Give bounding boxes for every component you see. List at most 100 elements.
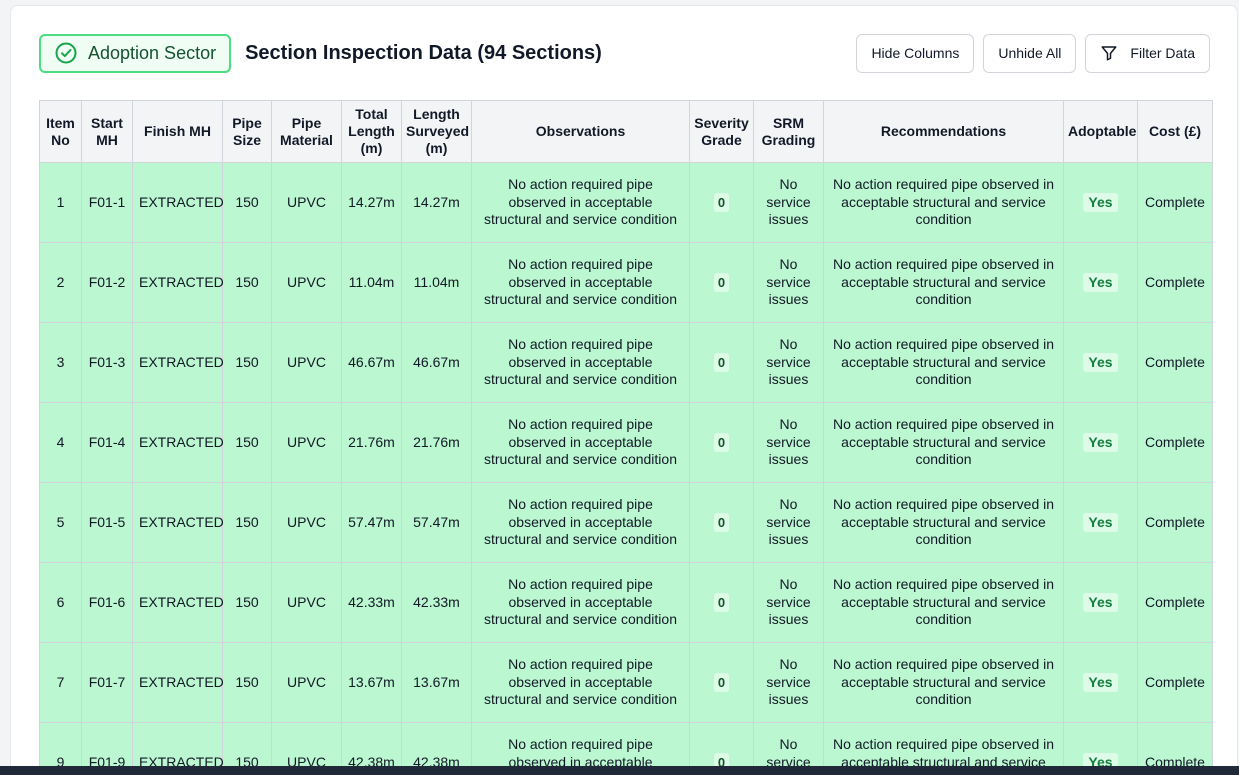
cell-total-length: 46.67m	[341, 322, 402, 403]
cell-length-surveyed: 42.33m	[401, 562, 472, 643]
cell-length-surveyed: 13.67m	[401, 642, 472, 723]
bottom-bar	[0, 766, 1239, 775]
cell-item-no: 9	[39, 722, 82, 774]
cell-item-no: 5	[39, 482, 82, 563]
cell-pipe-material: UPVC	[271, 482, 342, 563]
cell-srm-grading: No service issues	[753, 322, 824, 403]
column-header-severity-grade[interactable]: Severity Grade	[689, 100, 754, 163]
adoption-sector-button[interactable]: Adoption Sector	[39, 33, 232, 73]
column-header-pipe-size[interactable]: Pipe Size	[222, 100, 272, 163]
severity-badge: 0	[713, 512, 730, 533]
cell-observations: No action required pipe observed in acce…	[471, 722, 690, 774]
cell-pipe-material: UPVC	[271, 322, 342, 403]
cell-total-length: 21.76m	[341, 402, 402, 483]
cell-start-mh: F01-7	[81, 642, 133, 723]
cell-cost: Complete	[1137, 402, 1213, 483]
cell-pipe-size: 150	[222, 642, 272, 723]
table-row[interactable]: 9 F01-9 EXTRACTED 150 UPVC 42.38m 42.38m…	[39, 722, 1213, 774]
cell-item-no: 1	[39, 162, 82, 243]
cell-srm-grading: No service issues	[753, 722, 824, 774]
cell-observations: No action required pipe observed in acce…	[471, 642, 690, 723]
column-header-recommendations[interactable]: Recommendations	[823, 100, 1064, 163]
cell-adoptable: Yes	[1063, 722, 1138, 774]
column-header-start-mh[interactable]: Start MH	[81, 100, 133, 163]
unhide-all-button[interactable]: Unhide All	[983, 33, 1077, 73]
cell-pipe-size: 150	[222, 482, 272, 563]
cell-start-mh: F01-4	[81, 402, 133, 483]
cell-severity-grade: 0	[689, 402, 754, 483]
column-header-item-no[interactable]: Item No	[39, 100, 82, 163]
table-row[interactable]: 2 F01-2 EXTRACTED 150 UPVC 11.04m 11.04m…	[39, 242, 1213, 323]
page-title: Section Inspection Data (94 Sections)	[245, 41, 602, 64]
cell-cost: Complete	[1137, 242, 1213, 323]
sector-label: Adoption Sector	[88, 42, 217, 63]
cell-srm-grading: No service issues	[753, 642, 824, 723]
column-header-adoptable[interactable]: Adoptable	[1063, 100, 1138, 163]
cell-cost: Complete	[1137, 722, 1213, 774]
cell-observations: No action required pipe observed in acce…	[471, 402, 690, 483]
cell-finish-mh: EXTRACTED	[132, 322, 224, 403]
column-header-srm-grading[interactable]: SRM Grading	[753, 100, 824, 163]
cell-pipe-size: 150	[222, 322, 272, 403]
adoptable-badge: Yes	[1083, 672, 1118, 693]
severity-badge: 0	[713, 352, 730, 373]
cell-severity-grade: 0	[689, 642, 754, 723]
cell-total-length: 14.27m	[341, 162, 402, 243]
adoptable-badge: Yes	[1083, 432, 1118, 453]
cell-pipe-size: 150	[222, 162, 272, 243]
filter-data-button[interactable]: Filter Data	[1085, 33, 1210, 73]
cell-start-mh: F01-2	[81, 242, 133, 323]
table-row[interactable]: 5 F01-5 EXTRACTED 150 UPVC 57.47m 57.47m…	[39, 482, 1213, 563]
column-header-length-surveyed[interactable]: Length Surveyed (m)	[401, 100, 472, 163]
cell-recommendations: No action required pipe observed in acce…	[823, 322, 1064, 403]
cell-start-mh: F01-1	[81, 162, 133, 243]
column-header-total-length[interactable]: Total Length (m)	[341, 100, 402, 163]
table-row[interactable]: 6 F01-6 EXTRACTED 150 UPVC 42.33m 42.33m…	[39, 562, 1213, 643]
cell-severity-grade: 0	[689, 482, 754, 563]
cell-recommendations: No action required pipe observed in acce…	[823, 402, 1064, 483]
table-header-row: Item No Start MH Finish MH Pipe Size Pip…	[39, 100, 1213, 163]
severity-badge: 0	[713, 672, 730, 693]
cell-severity-grade: 0	[689, 322, 754, 403]
column-header-cost[interactable]: Cost (£)	[1137, 100, 1213, 163]
cell-pipe-size: 150	[222, 722, 272, 774]
adoptable-badge: Yes	[1083, 272, 1118, 293]
cell-srm-grading: No service issues	[753, 562, 824, 643]
column-header-observations[interactable]: Observations	[471, 100, 690, 163]
cell-adoptable: Yes	[1063, 482, 1138, 563]
cell-length-surveyed: 11.04m	[401, 242, 472, 323]
cell-pipe-material: UPVC	[271, 562, 342, 643]
cell-start-mh: F01-3	[81, 322, 133, 403]
cell-total-length: 57.47m	[341, 482, 402, 563]
table-row[interactable]: 3 F01-3 EXTRACTED 150 UPVC 46.67m 46.67m…	[39, 322, 1213, 403]
cell-cost: Complete	[1137, 322, 1213, 403]
cell-srm-grading: No service issues	[753, 482, 824, 563]
cell-cost: Complete	[1137, 562, 1213, 643]
filter-icon	[1100, 44, 1118, 62]
cell-pipe-size: 150	[222, 562, 272, 643]
header-actions: Hide Columns Unhide All Filter Data	[856, 33, 1210, 73]
cell-recommendations: No action required pipe observed in acce…	[823, 482, 1064, 563]
column-header-finish-mh[interactable]: Finish MH	[132, 100, 223, 163]
table-row[interactable]: 4 F01-4 EXTRACTED 150 UPVC 21.76m 21.76m…	[39, 402, 1213, 483]
cell-start-mh: F01-6	[81, 562, 133, 643]
cell-pipe-size: 150	[222, 242, 272, 323]
cell-srm-grading: No service issues	[753, 242, 824, 323]
cell-adoptable: Yes	[1063, 402, 1138, 483]
cell-adoptable: Yes	[1063, 322, 1138, 403]
hide-columns-button[interactable]: Hide Columns	[856, 33, 975, 73]
cell-recommendations: No action required pipe observed in acce…	[823, 242, 1064, 323]
cell-adoptable: Yes	[1063, 242, 1138, 323]
cell-recommendations: No action required pipe observed in acce…	[823, 162, 1064, 243]
cell-observations: No action required pipe observed in acce…	[471, 482, 690, 563]
table-row[interactable]: 7 F01-7 EXTRACTED 150 UPVC 13.67m 13.67m…	[39, 642, 1213, 723]
cell-item-no: 7	[39, 642, 82, 723]
column-header-pipe-material[interactable]: Pipe Material	[271, 100, 342, 163]
cell-length-surveyed: 14.27m	[401, 162, 472, 243]
cell-srm-grading: No service issues	[753, 162, 824, 243]
cell-pipe-size: 150	[222, 402, 272, 483]
cell-pipe-material: UPVC	[271, 402, 342, 483]
cell-observations: No action required pipe observed in acce…	[471, 562, 690, 643]
table-row[interactable]: 1 F01-1 EXTRACTED 150 UPVC 14.27m 14.27m…	[39, 162, 1213, 243]
cell-total-length: 42.33m	[341, 562, 402, 643]
